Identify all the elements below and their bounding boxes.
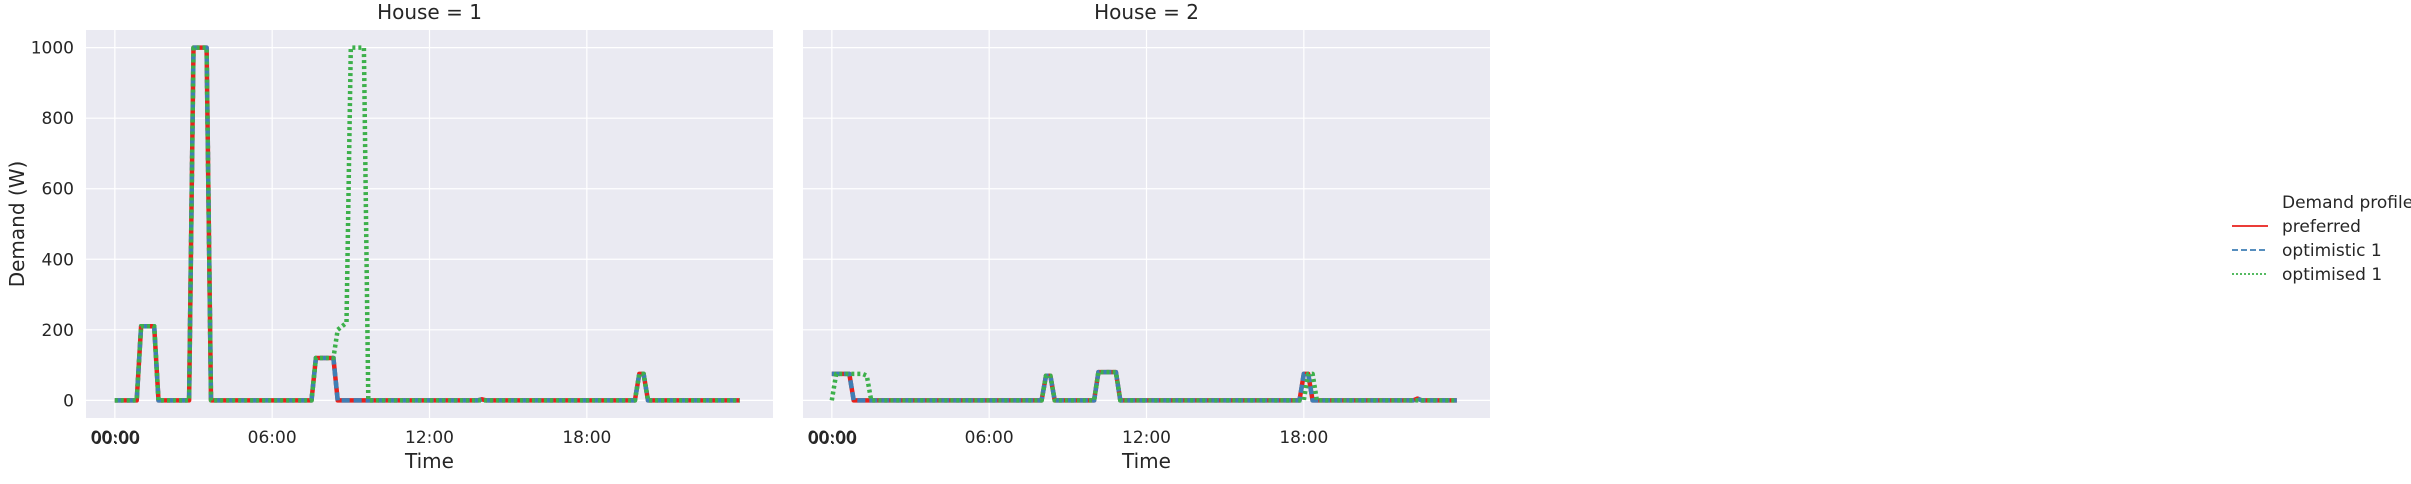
x-tick-label: 12:00	[1122, 428, 1171, 448]
x-axis-title: Time	[404, 449, 454, 473]
y-tick-label: 1000	[31, 39, 74, 59]
facet-title: House = 1	[377, 0, 482, 24]
legend-label: optimised 1	[2282, 265, 2382, 285]
y-tick-label: 600	[42, 180, 74, 200]
legend-label: optimistic 1	[2282, 241, 2382, 261]
x-tick-label: 18:00	[562, 428, 611, 448]
x-tick-label: 06:00	[248, 428, 297, 448]
x-tick-label: 18:00	[1279, 428, 1328, 448]
x-tick-label-extra: 00:00	[91, 429, 140, 449]
x-tick-label: 12:00	[405, 428, 454, 448]
y-tick-label: 0	[63, 391, 74, 411]
y-tick-label: 200	[42, 321, 74, 341]
x-tick-label: 00:00	[90, 428, 139, 448]
series-line-optimised-1	[114, 45, 740, 403]
legend-label: preferred	[2282, 217, 2361, 237]
legend-title: Demand profile	[2282, 193, 2411, 213]
x-tick-label-extra: 00:00	[808, 429, 857, 449]
x-tick-label: 06:00	[965, 428, 1014, 448]
y-tick-label: 800	[42, 109, 74, 129]
x-tick-label: 00:00	[807, 428, 856, 448]
y-axis-title: Demand (W)	[5, 161, 29, 288]
y-tick-label: 400	[42, 250, 74, 270]
facet-title: House = 2	[1094, 0, 1199, 24]
x-axis-title: Time	[1121, 449, 1171, 473]
